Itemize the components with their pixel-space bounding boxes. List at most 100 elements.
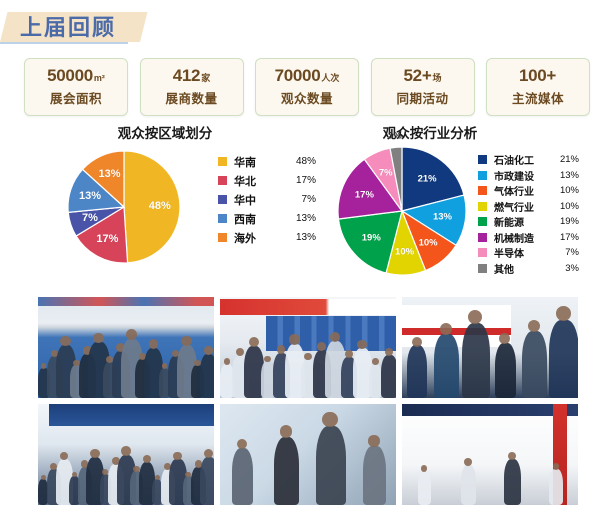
photo-figure [38,478,49,505]
photo-figure-head [527,319,541,333]
photo-figure-head [411,336,422,347]
photo-figure-head [181,336,192,347]
photo-figure-head [368,435,380,447]
photo-figure-head [116,342,125,352]
photo-figure-head [317,342,327,352]
legend-swatch-icon [218,176,227,185]
photo-figure-head [102,469,109,475]
legend-swatch-icon [478,186,487,196]
legend-item-石油化工: 石油化工 21% [478,152,579,168]
stat-card-media-count: 100+ 主流媒体 [486,58,590,116]
page-title: 上届回顾 [20,16,117,41]
stat-value: 100+ [518,65,557,85]
stat-card-visitor-count: 70000 人次 观众数量 [255,58,359,116]
legend-label: 华中 [234,193,256,207]
stat-card-exhibition-area: 50000 m² 展会面积 [24,58,128,116]
legend-value: 10% [559,200,579,212]
photo-figure [273,437,300,505]
legend-label: 石油化工 [494,156,534,168]
photo-figure-head [420,465,428,472]
photo-figure-head [372,358,379,365]
stat-unit: m² [93,72,105,83]
stat-value: 52+ 场 [404,66,442,85]
stat-value: 50000 m² [47,65,105,85]
legend-value: 3% [565,262,579,274]
photo-figure-head [194,460,203,468]
pie-slice-华北 [75,205,129,264]
chart-body: 48% 17% 7% 13% 13% 华南 48% 华北 17% 华中 7% 西南 13% 海外 13% [30,144,316,284]
photo-figure [503,459,521,505]
legend-value: 7% [301,194,316,205]
legend-swatch-icon [478,248,487,258]
photo-figure [284,343,306,398]
legend-value: 21% [559,154,579,166]
photo-figure-head [236,438,248,450]
photo-figure-head [73,359,80,366]
legend-label: 半导体 [494,249,524,261]
stat-unit: 场 [432,72,442,83]
photo-figure [38,367,50,398]
chart-legend-region: 华南 48% 华北 17% 华中 7% 西南 13% 海外 13% [218,152,316,247]
stats-row: 50000 m² 展会面积 412 家 展商数量 70000 人次 观众数量 5… [24,58,590,118]
chart-title: 观众按区域划分 [117,126,213,142]
chart-body: 21% 13% 10% 10% 19% 17% 7% 3% 石油化工 21% 市政建设 13% 气体行… [310,130,610,284]
pie-svg [337,146,467,276]
legend-value: 17% [559,231,579,243]
pie-slice-其他 [389,146,403,212]
photo-figure-head [148,339,159,349]
pie-svg [67,150,181,264]
photo-figure-head [90,448,100,458]
photo-figure [369,363,383,398]
photo-figure [417,470,431,505]
legend-label: 燃气行业 [494,202,534,214]
stat-value: 412 家 [173,66,210,85]
legend-item-半导体: 半导体 7% [478,245,579,261]
pie-slice-新能源 [337,210,403,274]
legend-value: 19% [559,216,579,228]
photo-figure [152,478,163,505]
photo-figure-head [133,466,140,473]
photo-figure [381,354,396,398]
stat-number: 50000 [47,65,93,85]
legend-item-市政建设: 市政建设 13% [478,168,579,184]
photo-figure-head [173,451,183,461]
legend-value: 13% [559,169,579,181]
photo-figure [363,445,386,505]
gallery-photo-1 [38,297,214,398]
stat-number: 100+ [518,65,557,85]
photo-figure [549,469,564,505]
photo-figure [68,476,80,505]
photo-figure-head [71,471,77,478]
photo-figure [99,473,112,505]
legend-item-西南: 西南 13% [218,209,316,228]
photo-figure [138,461,156,505]
legend-swatch-icon [218,233,227,242]
photo-figure [549,320,578,398]
stat-number: 70000 [274,65,321,85]
photo-figure-head [138,352,147,361]
photo-figure-head [142,454,151,463]
pie-slice-机械制造 [337,158,404,220]
photo-figure-head [93,332,104,344]
photo-figure-head [344,350,353,359]
photo-figure-head [204,346,213,355]
photo-figure [494,342,516,398]
photo-figure-head [552,463,560,471]
photo-figure-head [279,425,293,439]
stat-card-exhibitor-count: 412 家 展商数量 [139,58,244,116]
photo-figure-head [204,448,214,458]
stat-label: 展会面积 [49,91,102,107]
legend-label: 西南 [234,212,256,226]
photo-figure-head [499,333,510,344]
legend-item-华北: 华北 17% [218,171,316,190]
legend-label: 华北 [234,174,256,188]
photo-figure [460,465,476,505]
gallery-photo-6 [402,404,578,505]
photo-figure [200,353,214,398]
photo-figure-head [223,358,231,365]
legend-value: 7% [565,247,579,259]
legend-swatch-icon [218,214,227,223]
legend-value: 48% [295,156,316,167]
photo-figure [434,334,459,398]
legend-value: 13% [295,213,316,224]
